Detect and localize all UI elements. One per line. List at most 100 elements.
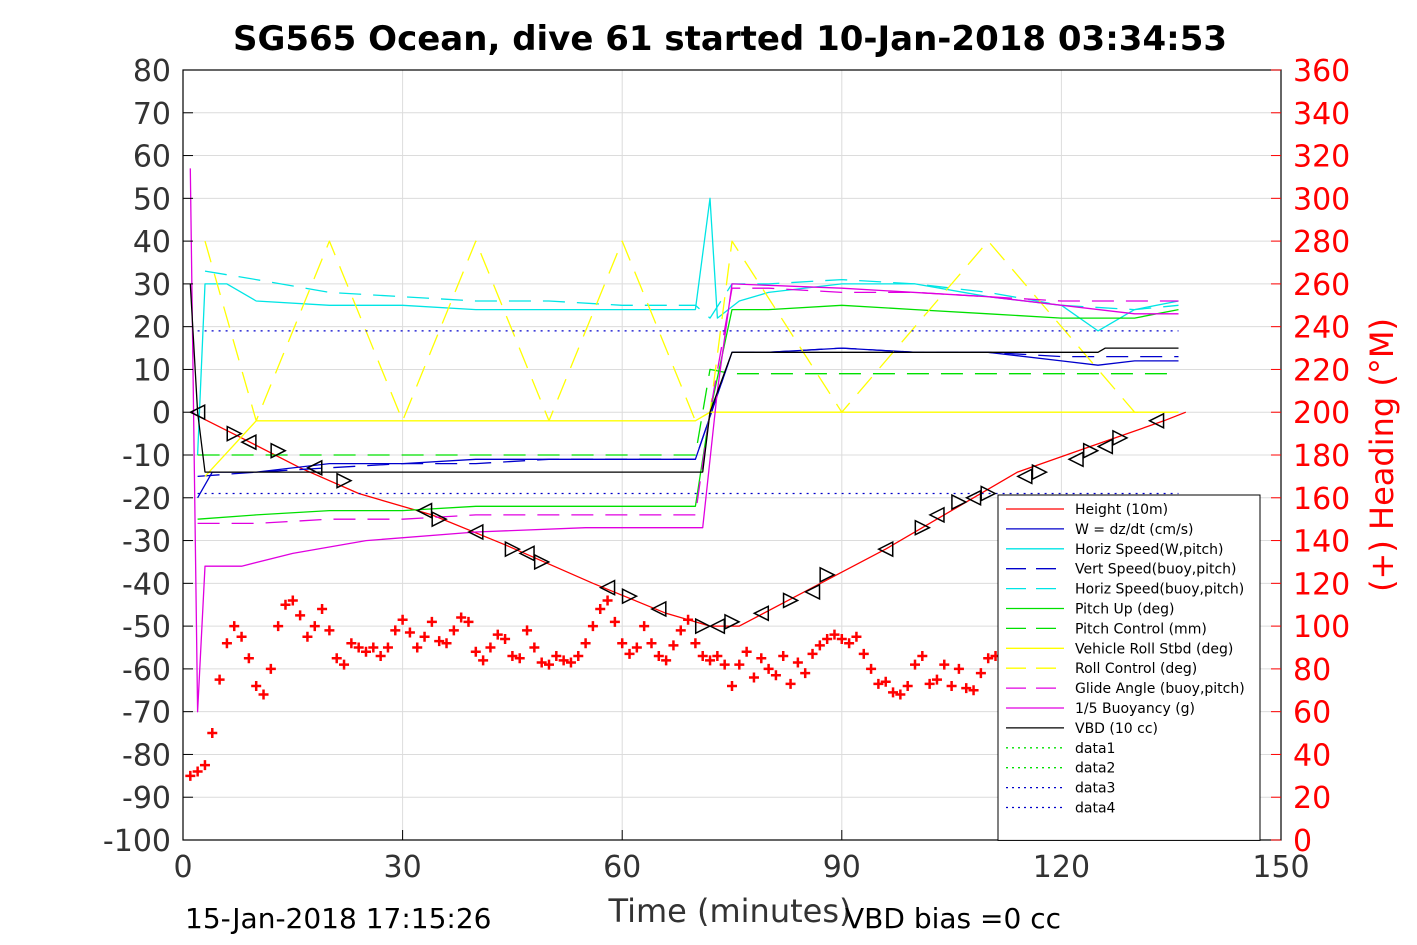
heading-point: [339, 659, 350, 670]
heading-point: [792, 657, 803, 668]
heading-point: [961, 683, 972, 694]
y-axis-right: 0 20 40 60 80 100 120 140 160 180 200 220 240 260 280 3…: [1271, 54, 1350, 859]
footer-date: 15-Jan-2018 17:15:26: [185, 902, 491, 935]
heading-point: [653, 651, 664, 662]
series-line-6: [197, 368, 1179, 456]
heading-point: [683, 614, 694, 625]
heading-point: [426, 616, 437, 627]
heading-point: [514, 653, 525, 664]
turn-marker: [951, 493, 968, 511]
x-tick-label: 150: [1252, 850, 1309, 885]
heading-point: [924, 678, 935, 689]
heading-point: [734, 659, 745, 670]
turn-marker: [1112, 429, 1129, 447]
y2-tick-label: 20: [1293, 781, 1331, 816]
legend-label: Vehicle Roll Stbd (deg): [1075, 641, 1233, 657]
heading-point: [478, 655, 489, 666]
turn-marker: [504, 540, 522, 558]
heading-point: [975, 668, 986, 679]
heading-point: [317, 604, 328, 614]
y-tick-label: -80: [122, 738, 171, 773]
heading-point: [866, 663, 877, 674]
heading-point: [609, 616, 620, 627]
heading-point: [463, 616, 474, 627]
y-tick-label: 0: [152, 396, 171, 431]
heading-point: [748, 672, 759, 683]
heading-point: [953, 663, 964, 674]
heading-point: [280, 599, 291, 610]
y2-tick-label: 300: [1293, 182, 1350, 217]
heading-point: [492, 629, 503, 640]
heading-point: [229, 621, 240, 632]
y-tick-label: -50: [122, 610, 171, 645]
legend-label: Pitch Up (deg): [1075, 602, 1174, 618]
y-tick-label: 30: [133, 268, 171, 303]
heading-point: [844, 638, 855, 649]
heading-point: [485, 642, 496, 653]
heading-point: [587, 621, 598, 632]
heading-point: [668, 640, 679, 651]
turn-marker: [1031, 463, 1049, 481]
heading-point: [917, 651, 928, 662]
heading-point: [858, 648, 869, 659]
heading-point: [397, 614, 408, 625]
heading-point: [404, 627, 415, 638]
legend-label: W = dz/dt (cm/s): [1075, 522, 1194, 538]
heading-point: [324, 625, 335, 636]
heading-point: [595, 604, 606, 614]
y2-tick-label: 220: [1293, 353, 1350, 388]
y-tick-label: 40: [133, 225, 171, 260]
heading-point: [207, 728, 218, 739]
y2-tick-label: 200: [1293, 396, 1350, 431]
heading-point: [251, 681, 262, 691]
heading-point: [939, 659, 950, 670]
heading-point: [273, 621, 284, 632]
heading-point: [873, 678, 884, 689]
legend-label: VBD (10 cc): [1075, 721, 1158, 737]
heading-point: [382, 642, 393, 653]
heading-point: [470, 646, 481, 657]
heading-point: [888, 687, 899, 698]
heading-point: [558, 655, 569, 666]
heading-point: [829, 629, 840, 640]
heading-point: [756, 653, 767, 664]
heading-point: [361, 646, 371, 657]
turn-marker: [1082, 442, 1100, 459]
y2-tick-label: 0: [1293, 824, 1312, 859]
legend-label: Glide Angle (buoy,pitch): [1075, 681, 1245, 697]
series-line-11: [189, 283, 1179, 473]
heading-point: [580, 638, 591, 649]
heading-point: [807, 648, 818, 659]
heading-point: [646, 638, 657, 649]
heading-point: [785, 678, 796, 689]
legend-label: data1: [1075, 741, 1115, 757]
heading-point: [419, 631, 430, 642]
heading-point: [617, 638, 628, 649]
heading-point: [727, 681, 737, 691]
series-line-8: [204, 240, 1179, 422]
heading-point: [258, 689, 269, 700]
heading-point: [910, 659, 920, 670]
y2-tick-label: 260: [1293, 268, 1350, 303]
x-tick-label: 0: [173, 850, 192, 885]
legend-label: Horiz Speed(W,pitch): [1075, 542, 1223, 558]
legend-label: Horiz Speed(buoy,pitch): [1075, 582, 1244, 598]
x-tick-label: 120: [1033, 850, 1090, 885]
heading-point: [295, 610, 306, 621]
turn-marker: [980, 485, 997, 502]
heading-point: [551, 651, 562, 662]
heading-point: [522, 625, 533, 636]
heading-point: [456, 612, 467, 623]
turn-marker: [1147, 412, 1165, 429]
y2-tick-label: 100: [1293, 610, 1350, 645]
y2-tick-label: 180: [1293, 439, 1350, 474]
heading-point: [895, 689, 906, 700]
x-axis: 0 30 60 90 120 150: [173, 830, 1310, 885]
y2-tick-label: 60: [1293, 696, 1331, 731]
turn-marker: [928, 506, 945, 524]
turn-marker: [782, 592, 800, 609]
legend-label: Pitch Control (mm): [1075, 621, 1207, 637]
heading-point: [675, 625, 686, 636]
y2-tick-label: 360: [1293, 54, 1350, 89]
heading-point: [661, 655, 672, 666]
